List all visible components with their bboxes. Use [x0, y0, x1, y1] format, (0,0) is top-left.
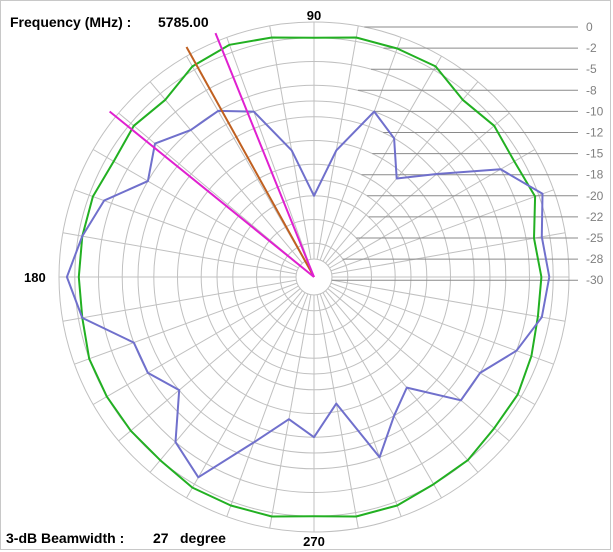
radial-tick-label: -30 — [586, 273, 604, 287]
grid-spoke — [322, 292, 442, 499]
frequency-label: Frequency (MHz) : — [10, 14, 131, 30]
frequency-value: 5785.00 — [158, 14, 209, 30]
grid-spokes — [59, 22, 569, 532]
grid-spoke — [149, 81, 303, 264]
grid-spoke — [74, 189, 298, 272]
radial-tick-label: -22 — [586, 210, 604, 224]
grid-spoke — [325, 290, 479, 473]
grid-spoke — [269, 294, 312, 529]
grid-spoke — [329, 285, 536, 405]
grid-spoke — [62, 279, 297, 322]
radial-tick-label: -8 — [586, 83, 597, 97]
grid-spoke — [92, 285, 299, 405]
radial-tick-label: -15 — [586, 147, 604, 161]
grid-spoke — [92, 149, 299, 269]
radial-tick-label: -18 — [586, 168, 604, 182]
radial-tick-label: -28 — [586, 252, 604, 266]
radial-tick-label: -25 — [586, 231, 604, 245]
radial-tick-label: -2 — [586, 41, 597, 55]
beam-marker-line — [108, 110, 315, 278]
angle-label-180: 180 — [24, 270, 46, 285]
grid-spoke — [331, 232, 566, 275]
radial-tick-label: -5 — [586, 62, 597, 76]
angle-label-90: 90 — [307, 8, 321, 23]
grid-spoke — [327, 288, 510, 442]
radial-tick-label: -10 — [586, 104, 604, 118]
grid-spoke — [331, 279, 566, 322]
grid-spoke — [330, 189, 554, 272]
grid-spoke — [316, 25, 359, 260]
series-layer — [65, 36, 551, 518]
beamwidth-value: 27 — [153, 530, 169, 546]
radial-tick-labels: 0 -2 -5 -8 -10 -12 -15 -18 -20 -22 -25 -28 -30 — [586, 20, 604, 287]
angle-label-270: 270 — [303, 534, 325, 549]
beam-markers — [108, 32, 315, 278]
grid-spoke — [62, 232, 297, 275]
grid-spoke — [319, 293, 402, 517]
beamwidth-label: 3-dB Beamwidth : — [6, 530, 124, 546]
grid-spoke — [118, 112, 301, 266]
beam-marker-line — [185, 46, 315, 278]
grid-spoke — [118, 288, 301, 442]
db-leaders — [331, 26, 578, 281]
radial-tick-label: 0 — [586, 20, 593, 34]
beam-marker-line — [214, 32, 315, 278]
grid-spoke — [319, 37, 402, 261]
grid-spoke — [269, 25, 312, 260]
series-trace — [77, 36, 543, 518]
grid-spoke — [325, 81, 479, 264]
grid-spoke — [226, 293, 309, 517]
grid-spoke — [226, 37, 309, 261]
series-trace — [65, 109, 551, 479]
radial-tick-label: -12 — [586, 126, 604, 140]
grid-spoke — [316, 294, 359, 529]
grid-spoke — [327, 112, 510, 266]
grid-spoke — [186, 55, 306, 262]
radial-tick-label: -20 — [586, 189, 604, 203]
grid-spoke — [330, 282, 554, 365]
beamwidth-unit: degree — [180, 530, 226, 546]
grid-spoke — [74, 282, 298, 365]
grid-spoke — [186, 292, 306, 499]
